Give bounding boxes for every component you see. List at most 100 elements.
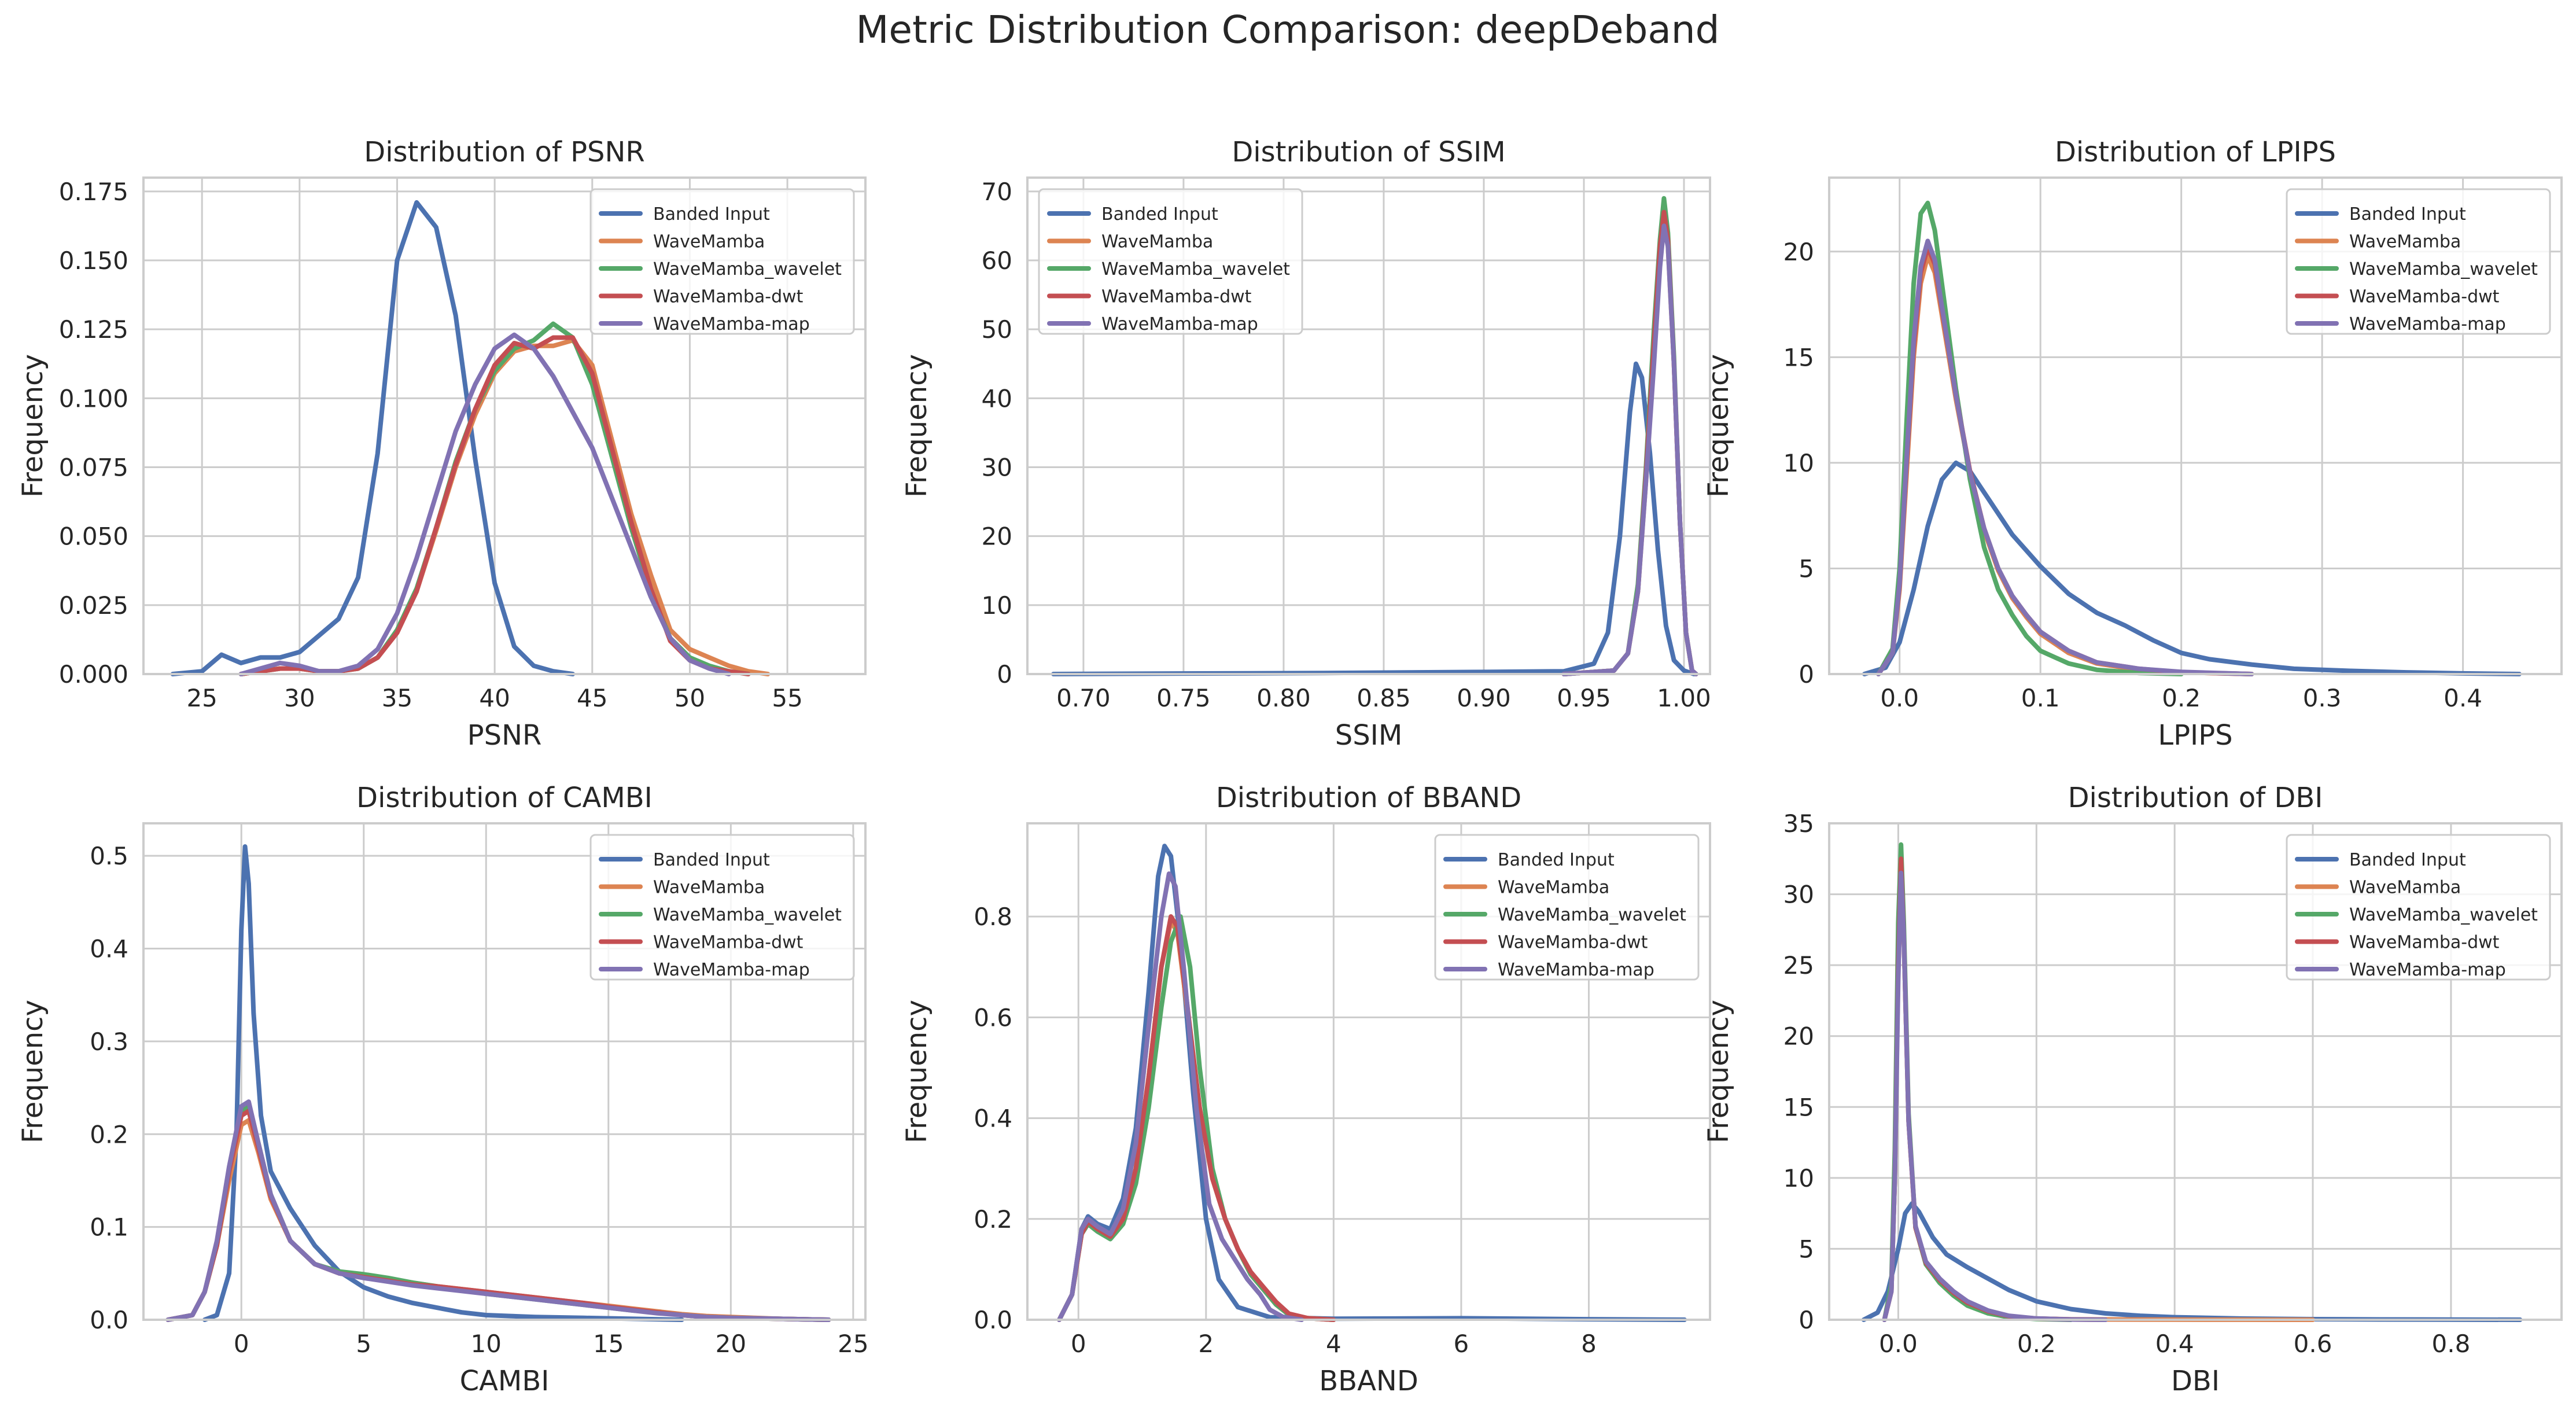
y-tick-label: 0.150 — [59, 246, 128, 275]
x-axis-label: BBAND — [1319, 1365, 1418, 1397]
x-tick-label: 0.6 — [2294, 1330, 2332, 1358]
legend-label: WaveMamba-dwt — [2349, 933, 2500, 953]
y-tick-label: 50 — [982, 315, 1012, 344]
x-tick-label: 0.3 — [2303, 684, 2342, 712]
y-tick-label: 0.4 — [90, 935, 128, 963]
y-tick-label: 0.0 — [90, 1306, 128, 1334]
plot-frame — [1828, 176, 2563, 675]
x-tick-label: 0.90 — [1457, 684, 1511, 712]
x-axis-label: LPIPS — [2158, 719, 2232, 752]
legend-label: WaveMamba-map — [2349, 960, 2506, 980]
x-tick-label: 6 — [1454, 1330, 1469, 1358]
legend-label: WaveMamba-dwt — [1498, 933, 1648, 953]
plot-frame — [1026, 822, 1711, 1321]
y-tick-label: 10 — [1783, 1164, 1814, 1192]
y-tick-label: 0 — [1799, 660, 1814, 689]
legend: Banded Input WaveMamba WaveMamba_wavelet Wa… — [2286, 834, 2551, 981]
legend: Banded Input WaveMamba WaveMamba_wavelet Wa… — [589, 834, 855, 981]
legend-box — [589, 188, 855, 335]
y-tick-label: 0.5 — [90, 842, 128, 870]
y-axis-label: Frequency — [17, 354, 49, 498]
y-tick-label: 35 — [1783, 809, 1814, 838]
legend-label: Banded Input — [2349, 204, 2466, 224]
series-line-banded-input — [1862, 460, 2522, 676]
legend: Banded Input WaveMamba WaveMamba_wavelet Wa… — [1038, 188, 1303, 335]
y-tick-label: 0.1 — [90, 1213, 128, 1242]
series-line-wavemamba-map — [238, 332, 731, 676]
y-tick-label: 0.100 — [59, 384, 128, 413]
y-tick-label: 20 — [1783, 238, 1814, 266]
x-tick-label: 8 — [1581, 1330, 1597, 1358]
legend: Banded Input WaveMamba WaveMamba_wavelet Wa… — [1434, 834, 1700, 981]
legend-box — [589, 834, 855, 981]
x-tick-label: 0.1 — [2021, 684, 2060, 712]
x-tick-label: 55 — [772, 684, 802, 712]
subplot-psnr: 25 30 35 40 45 50 55 0.000 0.025 0.050 0.075 0.100 0… — [17, 136, 867, 752]
y-axis-label: Frequency — [1702, 354, 1735, 498]
legend-box — [2286, 834, 2551, 981]
legend-box — [1038, 188, 1303, 335]
x-tick-label: 0.2 — [2162, 684, 2201, 712]
plot-frame — [1026, 176, 1711, 675]
legend-label: Banded Input — [1101, 204, 1218, 224]
y-axis-label: Frequency — [1702, 1000, 1735, 1143]
y-tick-label: 0.6 — [974, 1003, 1012, 1032]
y-tick-label: 25 — [1783, 951, 1814, 980]
plot-frame — [142, 176, 867, 675]
legend-label: WaveMamba-dwt — [2349, 287, 2500, 307]
legend-label: WaveMamba — [2349, 232, 2461, 252]
y-tick-label: 10 — [1783, 449, 1814, 477]
x-tick-label: 30 — [284, 684, 315, 712]
y-tick-label: 0.125 — [59, 315, 128, 344]
figure-title: Metric Distribution Comparison: deepDeba… — [856, 8, 1719, 52]
series-line-wavemamba-map — [1561, 223, 1698, 676]
legend-label: WaveMamba — [1101, 232, 1213, 252]
subplot-bband: 0 2 4 6 8 0.0 0.2 0.4 0.6 0.8 Distribution of BBAN… — [901, 782, 1711, 1397]
x-tick-label: 0.0 — [1880, 684, 1919, 712]
subplot-dbi: 0.0 0.2 0.4 0.6 0.8 0 5 10 15 20 25 30 35 Distributio… — [1702, 782, 2563, 1397]
legend-label: WaveMamba-dwt — [1101, 287, 1252, 307]
legend-label: Banded Input — [653, 850, 770, 870]
y-tick-label: 60 — [982, 246, 1012, 275]
series-line-banded-input — [170, 200, 576, 676]
x-axis-label: CAMBI — [460, 1365, 550, 1397]
y-tick-label: 0.175 — [59, 178, 128, 206]
legend-label: Banded Input — [653, 204, 770, 224]
x-tick-label: 15 — [593, 1330, 624, 1358]
x-tick-label: 2 — [1198, 1330, 1214, 1358]
legend-label: WaveMamba-map — [2349, 314, 2506, 334]
subplot-title: Distribution of PSNR — [364, 136, 644, 168]
subplot-cambi: 0 5 10 15 20 25 0.0 0.1 0.2 0.3 0.4 0.5 Distribution… — [17, 782, 869, 1397]
y-tick-label: 30 — [1783, 881, 1814, 909]
x-tick-label: 25 — [838, 1330, 868, 1358]
legend-box — [2286, 188, 2551, 335]
series-line-wavemamba-map — [1876, 238, 2254, 676]
y-axis-label: Frequency — [901, 1000, 933, 1143]
y-tick-label: 0.2 — [90, 1120, 128, 1148]
y-tick-label: 0.050 — [59, 522, 128, 551]
legend-label: WaveMamba-map — [653, 960, 810, 980]
y-tick-label: 40 — [982, 384, 1012, 413]
x-tick-label: 1.00 — [1657, 684, 1711, 712]
x-tick-label: 0 — [234, 1330, 249, 1358]
legend-label: WaveMamba_wavelet — [2349, 905, 2538, 925]
x-axis-label: SSIM — [1335, 719, 1403, 752]
series-line-banded-input — [202, 844, 684, 1322]
x-tick-label: 0.0 — [1879, 1330, 1918, 1358]
legend: Banded Input WaveMamba WaveMamba_wavelet Wa… — [2286, 188, 2551, 335]
y-tick-label: 0.8 — [974, 903, 1012, 931]
x-tick-label: 0.95 — [1557, 684, 1611, 712]
legend-label: WaveMamba — [1498, 878, 1609, 898]
x-tick-label: 20 — [716, 1330, 746, 1358]
legend-label: Banded Input — [1498, 850, 1615, 870]
plot-frame — [142, 822, 867, 1321]
subplot-grid: 25 30 35 40 45 50 550.0000.0250.0500.0750.1000… — [17, 136, 2563, 1397]
x-tick-label: 10 — [471, 1330, 502, 1358]
y-tick-label: 15 — [1783, 1093, 1814, 1121]
series-line-wavemamba-map — [1882, 870, 2108, 1322]
legend-label: WaveMamba_wavelet — [1498, 905, 1686, 925]
y-tick-label: 20 — [1783, 1022, 1814, 1051]
y-tick-label: 20 — [982, 522, 1012, 551]
subplot-title: Distribution of SSIM — [1232, 136, 1505, 168]
